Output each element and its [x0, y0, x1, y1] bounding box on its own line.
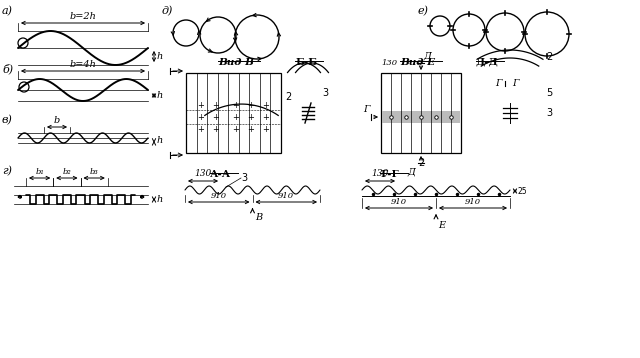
Text: h: h [157, 52, 163, 61]
Text: 910: 910 [465, 198, 481, 206]
Text: 910: 910 [211, 192, 227, 200]
Text: Б-Б: Б-Б [295, 58, 317, 67]
Text: +: + [262, 125, 269, 134]
Text: B: B [255, 213, 262, 222]
Text: 910: 910 [278, 192, 294, 200]
Text: а): а) [2, 6, 13, 16]
Text: +: + [248, 125, 255, 134]
Text: E: E [438, 221, 445, 230]
Text: h: h [157, 195, 163, 204]
Text: 3: 3 [322, 88, 328, 98]
Text: 910: 910 [391, 198, 407, 206]
Text: Г: Г [512, 78, 518, 87]
Text: Г-Г: Г-Г [380, 170, 399, 179]
Text: Вид Е: Вид Е [400, 58, 435, 67]
Text: 2: 2 [418, 158, 424, 168]
Bar [382, 111, 460, 123]
Bar [381, 73, 461, 153]
Text: в): в) [2, 115, 13, 125]
Text: +: + [248, 101, 255, 110]
Text: +: + [232, 125, 239, 134]
Text: b=4h: b=4h [70, 60, 97, 69]
Text: 5: 5 [546, 88, 552, 98]
Text: h: h [157, 91, 163, 100]
Text: 3: 3 [546, 108, 552, 118]
Text: г): г) [2, 166, 12, 176]
Text: А-А: А-А [210, 170, 231, 179]
Text: h: h [157, 136, 163, 145]
Text: +: + [262, 101, 269, 110]
Text: +: + [198, 125, 204, 134]
Text: Д: Д [423, 52, 431, 61]
Text: +: + [232, 101, 239, 110]
Text: +: + [198, 112, 204, 121]
Text: 25: 25 [518, 187, 527, 195]
Text: +: + [262, 112, 269, 121]
Text: Г: Г [363, 105, 369, 113]
Text: Вид В: Вид В [218, 58, 254, 67]
Text: 2: 2 [546, 52, 552, 62]
Text: +: + [212, 112, 220, 121]
Text: 3: 3 [241, 173, 247, 183]
Text: д): д) [162, 6, 173, 16]
Bar [186, 73, 281, 153]
Text: б): б) [2, 63, 13, 74]
Text: b₁: b₁ [35, 168, 44, 176]
Text: Г: Г [495, 78, 502, 87]
Text: b₂: b₂ [63, 168, 71, 176]
Text: b₃: b₃ [90, 168, 99, 176]
Text: +: + [212, 125, 220, 134]
Text: 2: 2 [285, 92, 291, 102]
Text: 130: 130 [195, 169, 212, 178]
Text: Д: Д [407, 168, 415, 177]
Text: 130: 130 [381, 59, 397, 67]
Text: b: b [54, 116, 60, 125]
Text: Д-Д: Д-Д [476, 58, 499, 67]
Text: +: + [198, 101, 204, 110]
Text: е): е) [418, 6, 429, 16]
Text: +: + [212, 101, 220, 110]
Text: 130: 130 [371, 169, 388, 178]
Text: b=2h: b=2h [70, 12, 97, 21]
Text: +: + [232, 112, 239, 121]
Text: +: + [248, 112, 255, 121]
